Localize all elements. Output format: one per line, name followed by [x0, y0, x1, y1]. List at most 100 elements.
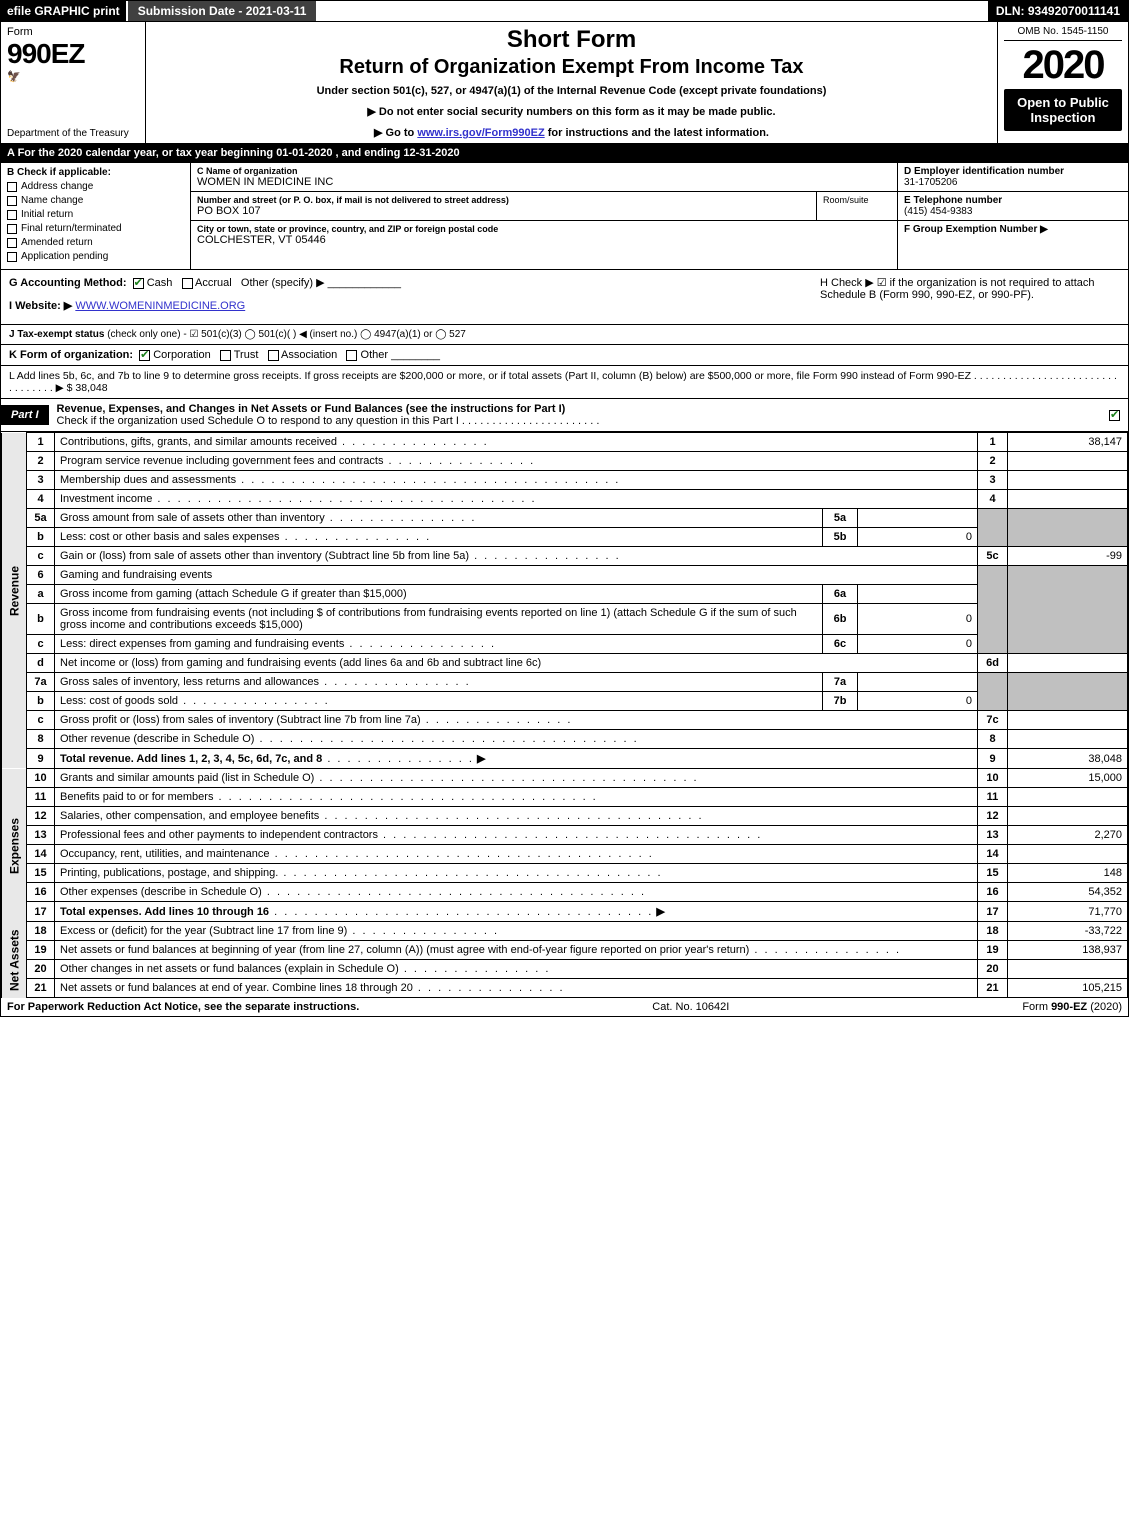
k-trust-checkbox[interactable]: [220, 350, 231, 361]
short-form-title: Short Form: [154, 26, 989, 54]
line-num: 6: [27, 566, 55, 585]
no-ssn-warning: ▶ Do not enter social security numbers o…: [154, 105, 989, 118]
line-desc: Gaming and fundraising events: [55, 566, 978, 585]
line-subval: [858, 509, 978, 528]
line-num: d: [27, 654, 55, 673]
table-row: b Less: cost of goods sold 7b 0: [2, 692, 1128, 711]
k-trust-label: Trust: [234, 349, 259, 361]
line-num: 19: [27, 941, 55, 960]
line-num: a: [27, 585, 55, 604]
line-desc: Net assets or fund balances at end of ye…: [60, 982, 413, 994]
street-value: PO BOX 107: [197, 205, 810, 217]
table-row: 16 Other expenses (describe in Schedule …: [2, 883, 1128, 902]
line-col: 11: [978, 788, 1008, 807]
line-num: 16: [27, 883, 55, 902]
line-amount: 105,215: [1008, 979, 1128, 998]
k-label: K Form of organization:: [9, 349, 133, 361]
part-i-label: Part I: [1, 405, 49, 425]
line-col: 17: [978, 902, 1008, 922]
line-amount: [1008, 711, 1128, 730]
line-num: b: [27, 528, 55, 547]
line-col: 4: [978, 490, 1008, 509]
website-link[interactable]: WWW.WOMENINMEDICINE.ORG: [75, 300, 245, 312]
table-row: 20 Other changes in net assets or fund b…: [2, 960, 1128, 979]
g-accrual-checkbox[interactable]: [182, 278, 193, 289]
k-other-checkbox[interactable]: [346, 350, 357, 361]
table-row: 8 Other revenue (describe in Schedule O)…: [2, 730, 1128, 749]
line-amount: 148: [1008, 864, 1128, 883]
table-row: 17 Total expenses. Add lines 10 through …: [2, 902, 1128, 922]
netassets-side-label: Net Assets: [2, 922, 27, 998]
city-value: COLCHESTER, VT 05446: [197, 234, 891, 246]
check-application-pending[interactable]: Application pending: [7, 251, 184, 262]
check-amended-return[interactable]: Amended return: [7, 237, 184, 248]
line-subval: 0: [858, 528, 978, 547]
line-amount: [1008, 960, 1128, 979]
line-desc: Benefits paid to or for members: [60, 791, 213, 803]
part-i-schedule-o-checkbox[interactable]: [1109, 410, 1120, 421]
city-label: City or town, state or province, country…: [197, 224, 891, 234]
line-desc: Contributions, gifts, grants, and simila…: [60, 436, 337, 448]
line-col: 1: [978, 433, 1008, 452]
form-word: Form: [7, 26, 139, 38]
form-ref: Form 990-EZ (2020): [1022, 1001, 1122, 1013]
form-number: 990EZ: [7, 38, 139, 70]
table-row: Expenses 10 Grants and similar amounts p…: [2, 769, 1128, 788]
grey-cell: [978, 673, 1008, 711]
line-col: 10: [978, 769, 1008, 788]
part-i-check-text: Check if the organization used Schedule …: [57, 415, 600, 427]
table-row: 2 Program service revenue including gove…: [2, 452, 1128, 471]
g-cash-checkbox[interactable]: [133, 278, 144, 289]
line-subval: 0: [858, 604, 978, 635]
phone-label: E Telephone number: [904, 195, 1122, 206]
efile-print-button[interactable]: efile GRAPHIC print: [1, 1, 126, 21]
box-def: D Employer identification number 31-1705…: [898, 163, 1128, 269]
line-desc: Professional fees and other payments to …: [60, 829, 378, 841]
revenue-side-end: [2, 749, 27, 769]
table-row: d Net income or (loss) from gaming and f…: [2, 654, 1128, 673]
line-desc: Grants and similar amounts paid (list in…: [60, 772, 314, 784]
line-subnum: 7b: [823, 692, 858, 711]
line-subnum: 5a: [823, 509, 858, 528]
line-amount: 2,270: [1008, 826, 1128, 845]
line-col: 14: [978, 845, 1008, 864]
line-amount: [1008, 471, 1128, 490]
line-amount: [1008, 654, 1128, 673]
part-i-header: Part I Revenue, Expenses, and Changes in…: [1, 399, 1128, 432]
omb-number: OMB No. 1545-1150: [1004, 26, 1122, 41]
check-final-return[interactable]: Final return/terminated: [7, 223, 184, 234]
grey-cell: [1008, 673, 1128, 711]
check-name-change[interactable]: Name change: [7, 195, 184, 206]
line-num: 21: [27, 979, 55, 998]
line-num: c: [27, 711, 55, 730]
goto-instructions: ▶ Go to www.irs.gov/Form990EZ for instru…: [154, 126, 989, 139]
line-amount: 15,000: [1008, 769, 1128, 788]
header-right: OMB No. 1545-1150 2020 Open to Public In…: [998, 22, 1128, 143]
header-middle: Short Form Return of Organization Exempt…: [146, 22, 998, 143]
line-a-tax-year: A For the 2020 calendar year, or tax yea…: [1, 144, 1128, 163]
check-initial-return[interactable]: Initial return: [7, 209, 184, 220]
row-k-org-form: K Form of organization: Corporation Trus…: [1, 345, 1128, 366]
expenses-side-label: Expenses: [2, 769, 27, 922]
table-row: b Gross income from fundraising events (…: [2, 604, 1128, 635]
k-assoc-checkbox[interactable]: [268, 350, 279, 361]
line-desc: Gross income from fundraising events (no…: [55, 604, 823, 635]
submission-date: Submission Date - 2021-03-11: [126, 1, 317, 21]
line-subnum: 5b: [823, 528, 858, 547]
return-title: Return of Organization Exempt From Incom…: [154, 56, 989, 79]
line-subval: [858, 585, 978, 604]
line-num: 9: [27, 749, 55, 769]
line-num: b: [27, 604, 55, 635]
line-subnum: 7a: [823, 673, 858, 692]
table-row: Net Assets 18 Excess or (deficit) for th…: [2, 922, 1128, 941]
line-num: 20: [27, 960, 55, 979]
line-desc: Other expenses (describe in Schedule O): [60, 886, 262, 898]
table-row: 9 Total revenue. Add lines 1, 2, 3, 4, 5…: [2, 749, 1128, 769]
k-corp-checkbox[interactable]: [139, 350, 150, 361]
header-left: Form 990EZ 🦅 Department of the Treasury: [1, 22, 146, 143]
check-address-change[interactable]: Address change: [7, 181, 184, 192]
line-subval: 0: [858, 692, 978, 711]
line-col: 8: [978, 730, 1008, 749]
line-desc: Total revenue. Add lines 1, 2, 3, 4, 5c,…: [60, 753, 322, 765]
irs-link[interactable]: www.irs.gov/Form990EZ: [417, 127, 544, 139]
